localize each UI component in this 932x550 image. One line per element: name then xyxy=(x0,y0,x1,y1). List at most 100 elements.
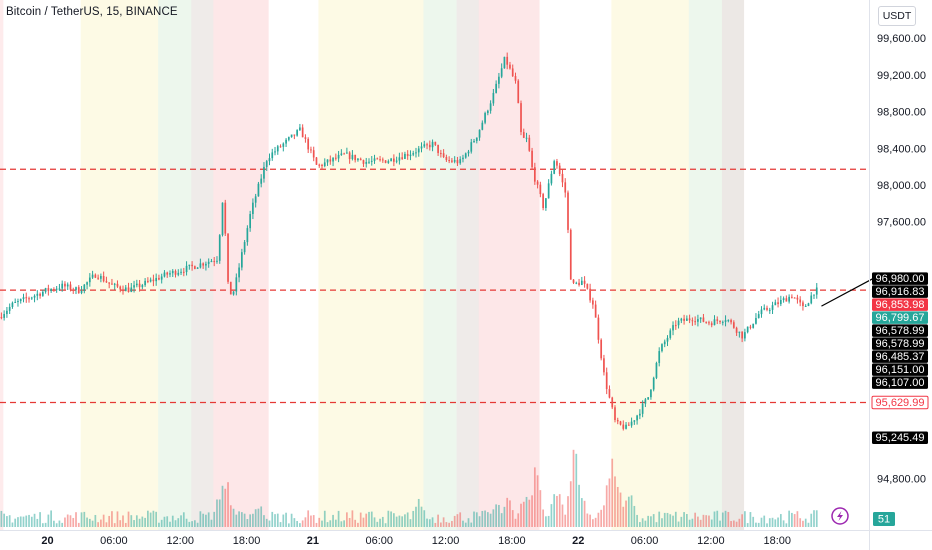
volume-bar-165 xyxy=(456,514,459,527)
session-band-9 xyxy=(456,0,479,530)
horizontal-levels[interactable] xyxy=(0,168,869,404)
volume-bar-230 xyxy=(636,514,638,527)
volume-bar-66 xyxy=(182,512,185,527)
candle-body-101 xyxy=(279,146,282,148)
candle-body-213 xyxy=(589,288,591,301)
candle-body-120 xyxy=(332,157,334,162)
candle-body-267 xyxy=(738,331,741,333)
session-band-10 xyxy=(478,0,540,530)
candle-body-141 xyxy=(390,158,392,162)
volume-bar-13 xyxy=(36,518,39,527)
price-tag-label-6: 96,485.37 xyxy=(876,351,925,363)
candle-body-134 xyxy=(370,160,373,162)
volume-bar-71 xyxy=(196,522,199,527)
volume-bar-48 xyxy=(133,520,135,527)
volume-bar-173 xyxy=(478,516,481,527)
candle-body-132 xyxy=(365,162,368,164)
volume-bar-270 xyxy=(746,523,749,527)
volume-bar-92 xyxy=(254,509,257,527)
candle-body-251 xyxy=(694,321,697,323)
candle-body-127 xyxy=(351,154,354,160)
candle-body-275 xyxy=(760,309,763,315)
volume-bar-115 xyxy=(318,517,321,527)
price-axis[interactable]: 99,600.00 99,200.00 98,800.00 98,400.00 98,0… xyxy=(877,33,926,486)
volume-bar-2 xyxy=(6,516,8,527)
candle-body-17 xyxy=(47,288,50,291)
volume-bar-67 xyxy=(185,518,188,527)
candle-body-77 xyxy=(213,261,216,263)
volume-bar-197 xyxy=(545,516,547,527)
volume-bar-146 xyxy=(404,514,406,527)
volume-bar-55 xyxy=(152,510,155,527)
volume-bar-107 xyxy=(296,520,298,527)
candle-body-122 xyxy=(337,154,340,159)
volume-bar-95 xyxy=(263,515,265,527)
volume-bar-98 xyxy=(271,511,274,527)
candle-body-140 xyxy=(387,161,390,163)
volume-bar-121 xyxy=(334,519,337,527)
candle-body-114 xyxy=(315,157,318,165)
volume-bar-229 xyxy=(633,505,636,527)
candle-body-84 xyxy=(232,291,235,295)
volume-bar-226 xyxy=(625,500,627,527)
volume-bar-28 xyxy=(77,522,80,527)
volume-bar-17 xyxy=(47,514,50,527)
candle-body-5 xyxy=(14,302,17,304)
volume-bar-37 xyxy=(102,514,105,527)
currency-button[interactable]: USDT xyxy=(878,6,916,26)
volume-bar-113 xyxy=(312,515,315,527)
session-band-15 xyxy=(744,0,869,530)
volume-bar-62 xyxy=(171,515,174,527)
lightning-icon[interactable] xyxy=(831,507,849,525)
volume-bar-64 xyxy=(177,518,180,527)
y-tick-label: 99,600.00 xyxy=(877,33,926,45)
candle-body-125 xyxy=(346,152,348,154)
volume-bar-180 xyxy=(498,504,500,527)
price-tag-4 xyxy=(872,324,928,337)
candle-body-6 xyxy=(17,301,19,303)
candle-body-294 xyxy=(813,294,815,296)
candle-body-182 xyxy=(503,56,506,69)
candle-body-150 xyxy=(415,152,417,154)
volume-bar-129 xyxy=(357,522,359,527)
y-tick-label: 98,800.00 xyxy=(877,107,926,119)
candle-body-201 xyxy=(556,161,558,166)
volume-bar-166 xyxy=(459,512,462,527)
volume-bar-119 xyxy=(329,520,332,527)
volume-bar-29 xyxy=(80,512,83,527)
candle-body-231 xyxy=(639,413,641,416)
price-tag-0 xyxy=(872,272,928,285)
volume-bar-196 xyxy=(542,509,544,527)
candle-body-83 xyxy=(229,281,232,295)
candle-body-51 xyxy=(141,285,144,288)
volume-bar-198 xyxy=(547,515,550,527)
volume-bar-233 xyxy=(644,520,647,527)
volume-bar-10 xyxy=(28,514,30,527)
candle-body-215 xyxy=(594,304,597,318)
time-axis[interactable]: 20 06:00 12:00 18:00 21 06:00 12:00 18:00 22 06:0… xyxy=(41,535,791,547)
projection-line[interactable] xyxy=(821,278,874,307)
volume-bar-214 xyxy=(592,519,594,527)
volume-bar-154 xyxy=(426,518,428,527)
candle-body-69 xyxy=(191,264,193,267)
volume-bar-122 xyxy=(337,510,340,527)
candle-body-175 xyxy=(484,113,486,123)
price-tag-label-3: 96,799.67 xyxy=(876,312,925,324)
candle-body-235 xyxy=(650,389,652,398)
volume-bar-228 xyxy=(630,495,633,527)
session-band-3 xyxy=(158,0,192,530)
candle-body-87 xyxy=(240,252,243,268)
candle-body-121 xyxy=(334,157,337,159)
candle-body-264 xyxy=(730,320,732,323)
candle-body-219 xyxy=(605,372,608,390)
candle-body-253 xyxy=(699,317,702,320)
candle-body-218 xyxy=(603,358,605,373)
volume-bar-295 xyxy=(815,510,818,527)
volume-bar-87 xyxy=(240,512,243,527)
candle-body-159 xyxy=(440,153,442,155)
volume-bar-100 xyxy=(276,513,279,527)
volume-bar-225 xyxy=(622,506,625,527)
volume-bar-90 xyxy=(249,514,251,527)
candle-body-149 xyxy=(412,153,415,155)
